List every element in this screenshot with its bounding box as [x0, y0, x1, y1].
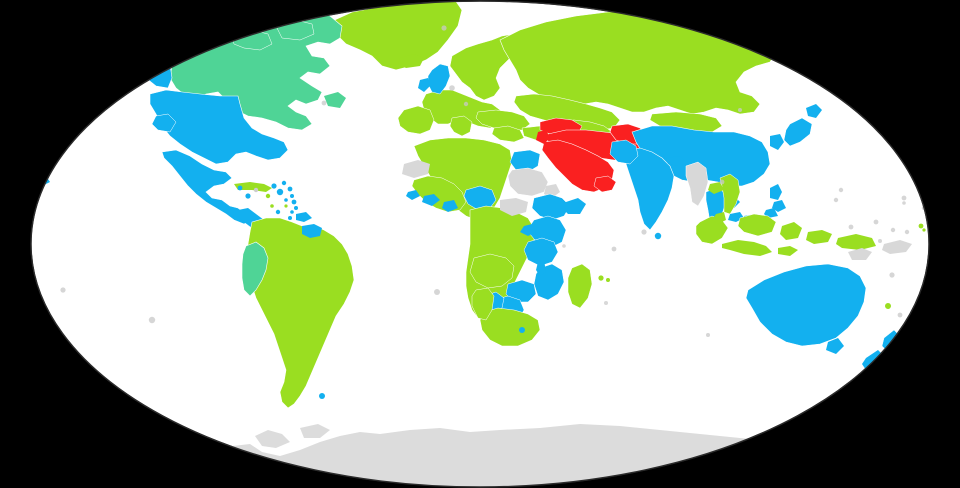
region-united-states — [149, 89, 289, 165]
globe-outline — [30, 0, 930, 488]
country-syria — [536, 130, 550, 144]
country-laos — [708, 182, 724, 194]
region-africa — [402, 137, 610, 347]
island-madagascar — [567, 263, 593, 309]
country-egypt — [509, 149, 541, 173]
country-australia — [745, 263, 867, 347]
region-cuba — [234, 182, 272, 192]
island-falklands — [319, 393, 325, 399]
grey-patches — [688, 166, 912, 260]
country-somalia — [562, 198, 586, 214]
region-iceland — [398, 54, 424, 68]
region-asia-blue — [609, 104, 822, 240]
region-europe — [397, 33, 531, 143]
country-philippines — [770, 184, 782, 200]
small-islands-group — [60, 25, 927, 337]
region-ireland — [418, 78, 430, 92]
region-south-america — [241, 212, 355, 409]
island-borneo — [737, 213, 777, 237]
country-ethiopia — [531, 193, 571, 221]
country-vietnam — [719, 173, 741, 215]
country-japan — [783, 117, 813, 147]
country-new-zealand-south — [862, 350, 884, 370]
region-caribbean — [234, 180, 298, 220]
country-sri-lanka — [654, 232, 662, 240]
country-korea — [770, 134, 784, 150]
country-lesotho — [519, 327, 525, 333]
island-tasmania — [826, 338, 844, 354]
island-sulawesi — [780, 222, 802, 240]
region-southeast-asia-green — [695, 173, 876, 256]
island-new-guinea — [836, 234, 876, 250]
